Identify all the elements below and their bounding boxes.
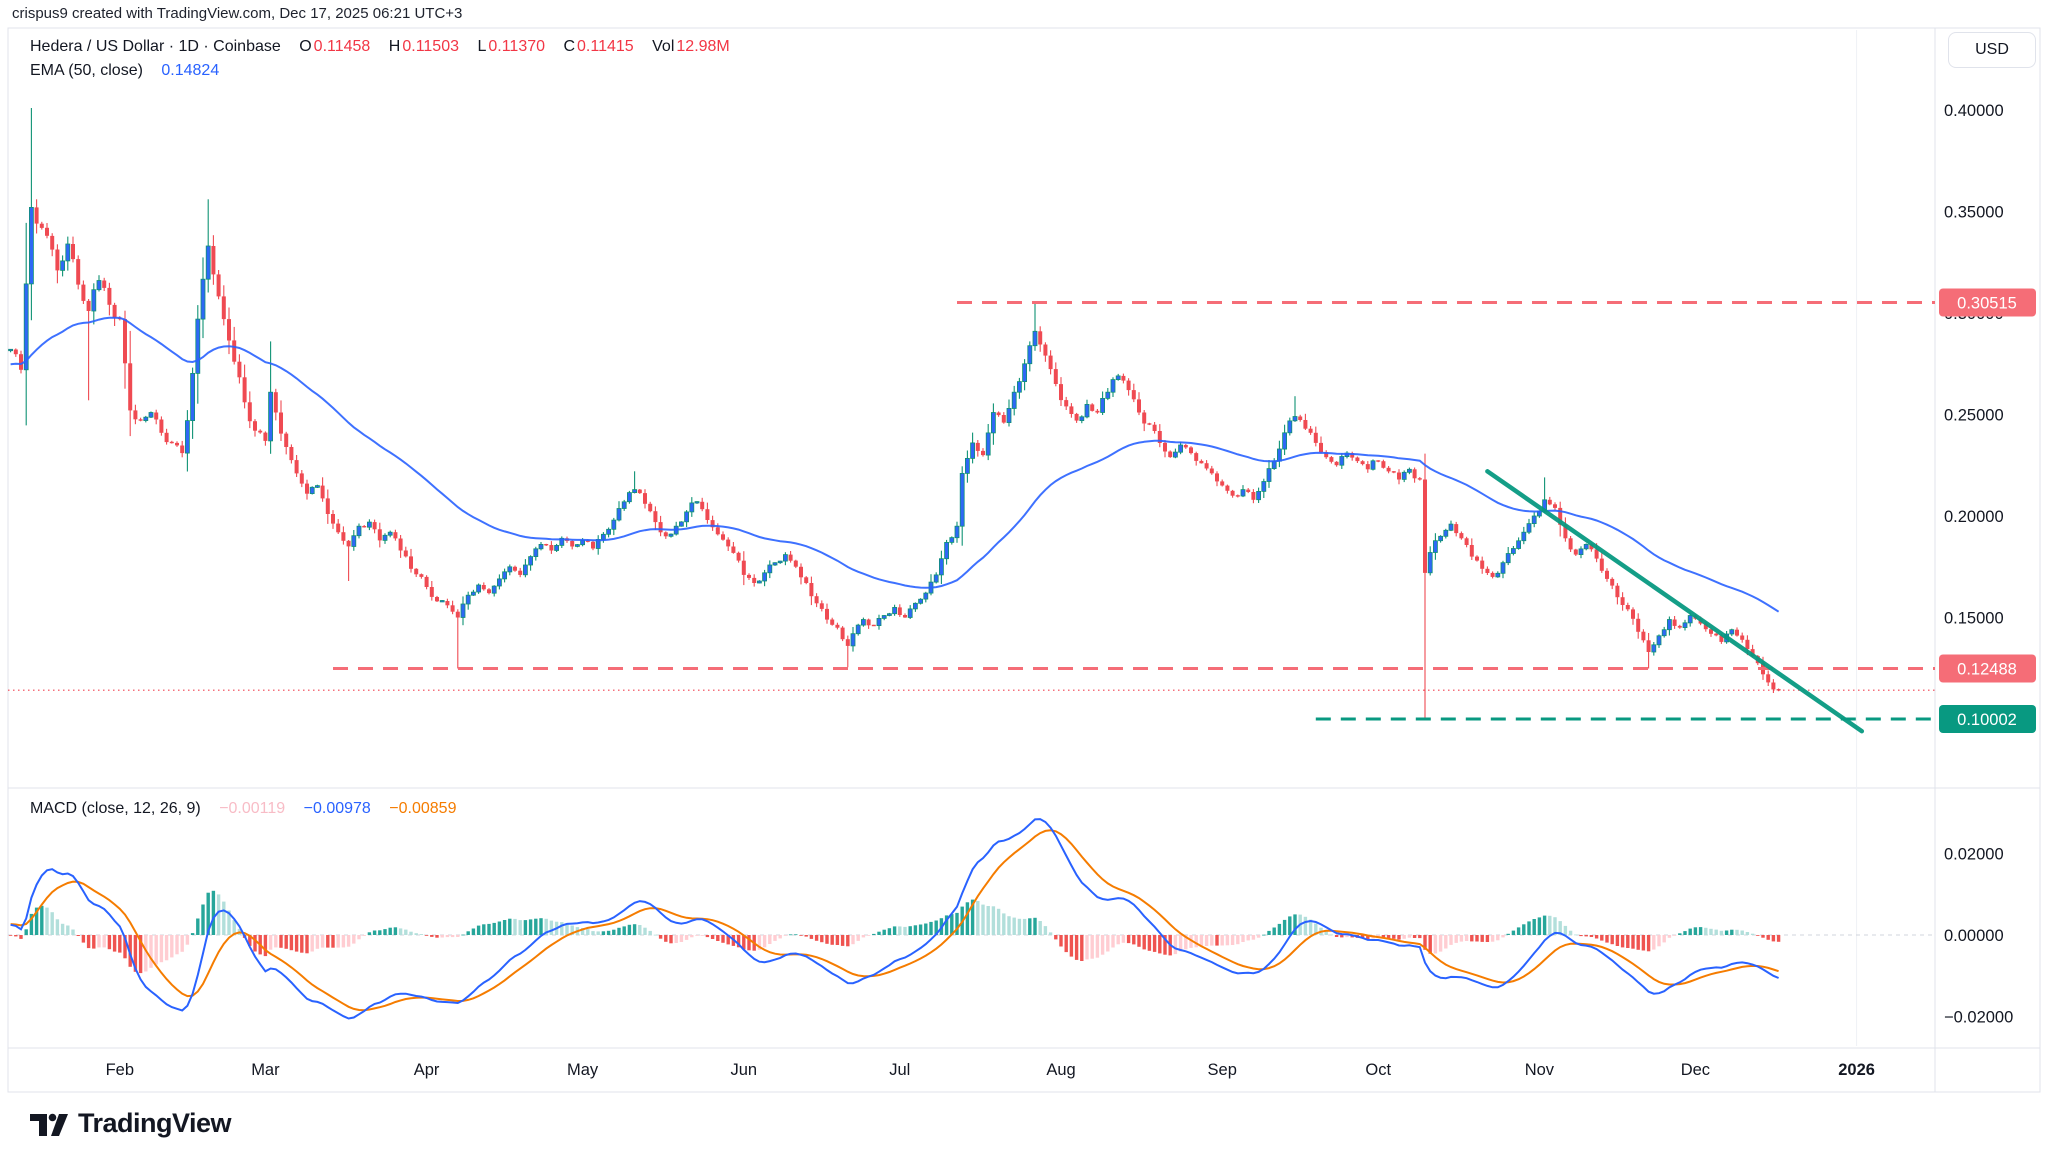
close-label: C [563,38,576,55]
svg-text:0.40000: 0.40000 [1944,102,2004,120]
watermark: crispus9 created with TradingView.com, D… [12,5,463,22]
symbol-title[interactable]: Hedera / US Dollar · 1D · Coinbase [30,38,281,55]
macd-legend: MACD (close, 12, 26, 9) −0.00119 −0.0097… [30,800,456,818]
month-label-Oct: Oct [1365,1061,1391,1079]
close-value: 0.11415 [577,38,634,55]
volume-label: Vol [652,38,675,55]
macd-hist-value: −0.00119 [219,800,286,817]
currency-button[interactable]: USD [1948,32,2036,68]
svg-text:0.35000: 0.35000 [1944,204,2004,222]
macd-line-value: −0.00978 [303,800,371,817]
svg-text:0.00000: 0.00000 [1944,927,2004,945]
ema-legend: EMA (50, close) 0.14824 [30,62,219,80]
ema-value: 0.14824 [161,62,220,79]
time-axis[interactable]: Feb Mar Apr May Jun Jul Aug Sep Oct Nov Dec 2026 [106,1061,1875,1079]
svg-text:0.25000: 0.25000 [1944,407,2004,425]
candlesticks [8,108,1781,720]
open-value: 0.11458 [313,38,371,55]
ema-line [10,316,1780,613]
month-label-Nov: Nov [1525,1061,1555,1079]
macd-label[interactable]: MACD (close, 12, 26, 9) [30,800,201,817]
month-label-May: May [567,1061,599,1079]
volume-value: 12.98M [676,38,730,55]
price-level-badge [1939,654,2036,683]
open-label: O [299,38,312,55]
price-levels [333,301,1935,721]
macd-main-line [10,818,1779,1020]
svg-text:0.12488: 0.12488 [1957,661,2017,679]
month-label-Sep: Sep [1208,1061,1237,1079]
month-label-Apr: Apr [414,1061,440,1079]
low-value: 0.11370 [488,38,546,55]
trendline[interactable] [1485,469,1865,734]
price-level-badge [1939,288,2036,317]
month-label-Dec: Dec [1681,1061,1710,1079]
high-label: H [388,38,401,55]
svg-text:0.02000: 0.02000 [1944,846,2004,864]
svg-text:0.15000: 0.15000 [1944,610,2004,628]
month-label-Feb: Feb [106,1061,134,1079]
tradingview-logo-icon [30,1113,68,1136]
svg-text:0.30515: 0.30515 [1957,295,2017,313]
macd-signal-value: −0.00859 [389,800,457,817]
svg-text:−0.02000: −0.02000 [1944,1009,2013,1027]
macd-signal-line [10,829,1779,1012]
price-level-badge [1939,705,2036,733]
high-value: 0.11503 [402,38,459,55]
month-label-Mar: Mar [251,1061,280,1079]
month-label-Aug: Aug [1046,1061,1075,1079]
month-label-Jul: Jul [889,1061,910,1079]
svg-text:0.10002: 0.10002 [1957,711,2017,729]
chart-border [7,27,2041,1093]
svg-text:0.20000: 0.20000 [1944,508,2004,526]
brand-footer: TradingView [30,1106,232,1140]
symbol-legend: Hedera / US Dollar · 1D · Coinbase O 0.11… [30,38,730,56]
price-axis[interactable]: 0.400000.350000.300000.250000.200000.150… [1939,102,2036,1027]
brand-name: TradingView [78,1107,232,1138]
ema-label[interactable]: EMA (50, close) [30,62,143,79]
month-label-2026: 2026 [1838,1061,1875,1079]
month-label-Jun: Jun [730,1061,757,1079]
macd-pane [8,818,1935,1020]
low-label: L [477,38,487,55]
